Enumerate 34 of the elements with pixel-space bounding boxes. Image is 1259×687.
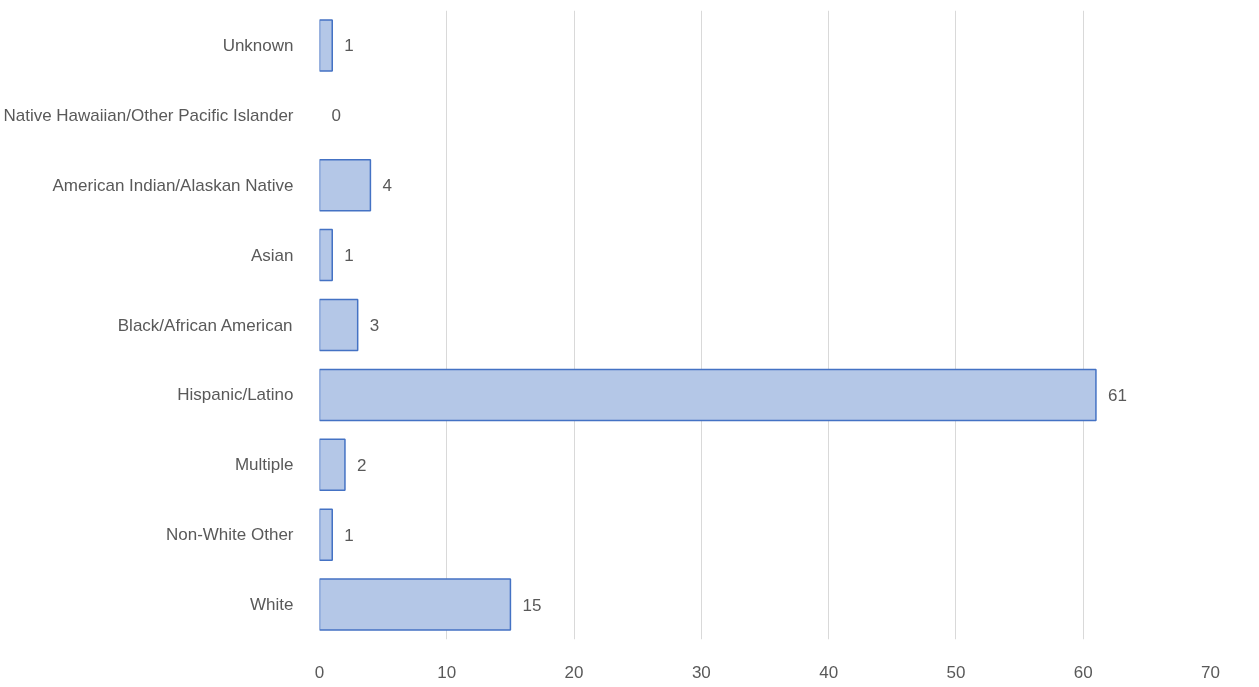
data-label: 61: [1107, 385, 1127, 405]
y-tick-label: Hispanic/Latino: [177, 385, 294, 405]
data-label: 1: [344, 36, 354, 56]
data-label: 1: [344, 525, 354, 545]
y-tick-label: Unknown: [222, 35, 294, 55]
y-tick-label: American Indian/Alaskan Native: [52, 175, 294, 195]
bar: [319, 228, 333, 282]
y-tick-label: Non-White Other: [165, 525, 294, 545]
y-tick-label: White: [250, 595, 294, 615]
bar: [319, 578, 512, 631]
y-tick-label: Black/African American: [117, 315, 293, 335]
bar: [319, 158, 372, 212]
bar: [319, 298, 359, 352]
data-label: 15: [522, 595, 542, 615]
x-tick-label: 10: [437, 662, 457, 682]
bar: [319, 368, 1097, 422]
x-tick-label: 0: [314, 662, 325, 682]
x-tick-label: 60: [1073, 662, 1093, 682]
x-tick-label: 30: [691, 662, 711, 682]
x-tick-label: 50: [946, 662, 966, 682]
data-label: 0: [331, 106, 341, 126]
data-label: 4: [382, 176, 392, 196]
y-tick-label: Native Hawaiian/Other Pacific Islander: [3, 105, 294, 125]
data-label: 1: [344, 246, 354, 266]
bar: [319, 19, 333, 72]
x-tick-label: 70: [1201, 662, 1220, 682]
bar: [319, 438, 346, 492]
y-tick-label: Asian: [250, 245, 294, 265]
x-tick-label: 40: [819, 662, 839, 682]
data-label: 3: [369, 316, 380, 335]
bar: [319, 508, 333, 561]
x-tick-label: 20: [564, 662, 584, 682]
data-label: 2: [356, 455, 367, 475]
y-tick-label: Multiple: [234, 455, 294, 475]
